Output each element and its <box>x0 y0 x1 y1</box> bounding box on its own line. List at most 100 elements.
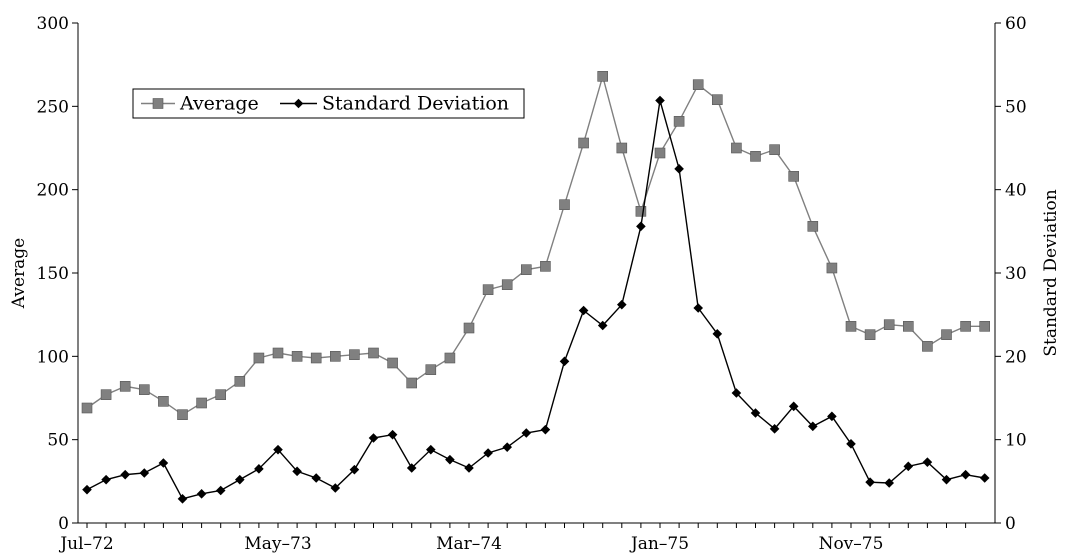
data-point-standard-deviation <box>82 484 92 495</box>
data-point-standard-deviation <box>903 461 914 472</box>
right-tick-label: 20 <box>1005 347 1027 367</box>
data-point-average <box>845 321 857 332</box>
data-point-standard-deviation <box>406 463 417 473</box>
data-point-average <box>826 262 838 274</box>
data-point-standard-deviation <box>215 485 226 496</box>
right-tick-label: 60 <box>1005 14 1027 34</box>
data-point-standard-deviation <box>788 401 799 412</box>
data-point-average <box>119 381 131 392</box>
data-point-average <box>616 142 628 154</box>
data-point-average <box>177 409 188 420</box>
data-point-average <box>215 389 226 400</box>
data-point-standard-deviation <box>292 466 302 477</box>
left-tick-label: 0 <box>58 514 69 534</box>
legend-label-average: Average <box>179 93 259 115</box>
data-point-average <box>769 144 780 155</box>
data-point-standard-deviation <box>769 424 780 434</box>
data-point-average <box>788 171 800 182</box>
legend: Average Standard Deviation <box>132 88 525 119</box>
left-axis-ticks: 0 50 100 150 200 250 300 <box>37 14 78 534</box>
left-axis-title: Average <box>9 238 29 309</box>
data-point-standard-deviation <box>559 356 570 367</box>
series-line-standard-deviation <box>86 100 985 500</box>
legend-marker-average <box>152 98 164 109</box>
series-line-average <box>86 73 985 416</box>
data-point-standard-deviation <box>960 469 971 480</box>
data-point-average <box>139 384 150 395</box>
legend-box <box>132 88 525 119</box>
data-point-average <box>349 349 360 360</box>
data-point-standard-deviation <box>139 468 150 478</box>
data-point-average <box>540 261 551 272</box>
data-point-average <box>597 71 609 82</box>
data-point-standard-deviation <box>846 439 856 449</box>
x-tick-label: Jan–75 <box>629 534 689 554</box>
data-point-average <box>501 279 513 290</box>
data-point-average <box>329 351 341 362</box>
data-point-standard-deviation <box>254 464 264 474</box>
data-point-standard-deviation <box>712 329 723 339</box>
right-tick-label: 30 <box>1005 264 1027 284</box>
data-point-standard-deviation <box>578 305 589 316</box>
data-point-standard-deviation <box>636 221 646 232</box>
series-layer <box>81 71 991 504</box>
data-point-standard-deviation <box>979 473 990 483</box>
data-point-average <box>673 116 685 127</box>
left-tick-label: 300 <box>37 14 69 34</box>
right-tick-label: 10 <box>1005 431 1027 451</box>
data-point-standard-deviation <box>865 477 875 487</box>
data-point-standard-deviation <box>445 454 455 465</box>
right-tick-label: 0 <box>1005 514 1016 534</box>
data-point-standard-deviation <box>521 428 532 438</box>
data-point-average <box>482 284 494 295</box>
data-point-standard-deviation <box>941 474 952 485</box>
data-point-average <box>941 329 952 340</box>
data-point-average <box>883 319 895 330</box>
data-point-average <box>902 321 914 332</box>
data-point-average <box>520 264 532 275</box>
data-point-standard-deviation <box>483 448 493 458</box>
legend-label-standard-deviation: Standard Deviation <box>322 93 509 115</box>
x-tick-label: May–73 <box>244 534 311 554</box>
right-axis-ticks: 0 10 20 30 40 50 60 <box>995 14 1027 534</box>
right-tick-label: 40 <box>1005 181 1027 201</box>
right-tick-label: 50 <box>1005 97 1027 117</box>
data-point-standard-deviation <box>808 421 818 432</box>
data-point-standard-deviation <box>158 458 169 468</box>
left-tick-label: 50 <box>47 431 69 451</box>
data-point-average <box>368 347 379 359</box>
data-point-average <box>711 94 723 105</box>
data-point-standard-deviation <box>387 429 398 440</box>
legend-marker-standard-deviation <box>293 98 304 109</box>
data-point-standard-deviation <box>655 95 665 106</box>
data-point-standard-deviation <box>349 464 360 475</box>
x-tick-label: Nov–75 <box>819 534 884 554</box>
data-point-average <box>425 364 437 375</box>
right-axis-title: Standard Deviation <box>1041 189 1061 356</box>
data-point-standard-deviation <box>502 442 512 452</box>
data-point-average <box>731 142 742 154</box>
data-point-average <box>654 147 666 159</box>
x-axis-ticks: Jul–72 May–73 Mar–74 Jan–75 Nov–75 <box>58 523 967 554</box>
data-point-average <box>807 221 819 232</box>
left-tick-label: 100 <box>37 347 69 367</box>
data-point-average <box>635 206 647 217</box>
data-point-standard-deviation <box>827 411 837 422</box>
series-standard-deviation <box>82 95 990 504</box>
data-point-average <box>81 402 93 414</box>
left-tick-label: 250 <box>37 97 69 117</box>
data-point-average <box>291 351 303 362</box>
data-point-average <box>406 377 418 389</box>
data-point-average <box>234 376 246 387</box>
data-point-standard-deviation <box>884 478 894 488</box>
data-point-average <box>559 199 570 210</box>
data-point-average <box>310 352 322 364</box>
data-point-standard-deviation <box>330 483 341 493</box>
data-point-standard-deviation <box>731 388 742 398</box>
legend-item-standard-deviation: Standard Deviation <box>280 93 509 115</box>
data-point-standard-deviation <box>597 320 608 331</box>
data-point-standard-deviation <box>674 164 684 174</box>
data-point-average <box>864 329 876 340</box>
data-point-average <box>578 137 589 149</box>
